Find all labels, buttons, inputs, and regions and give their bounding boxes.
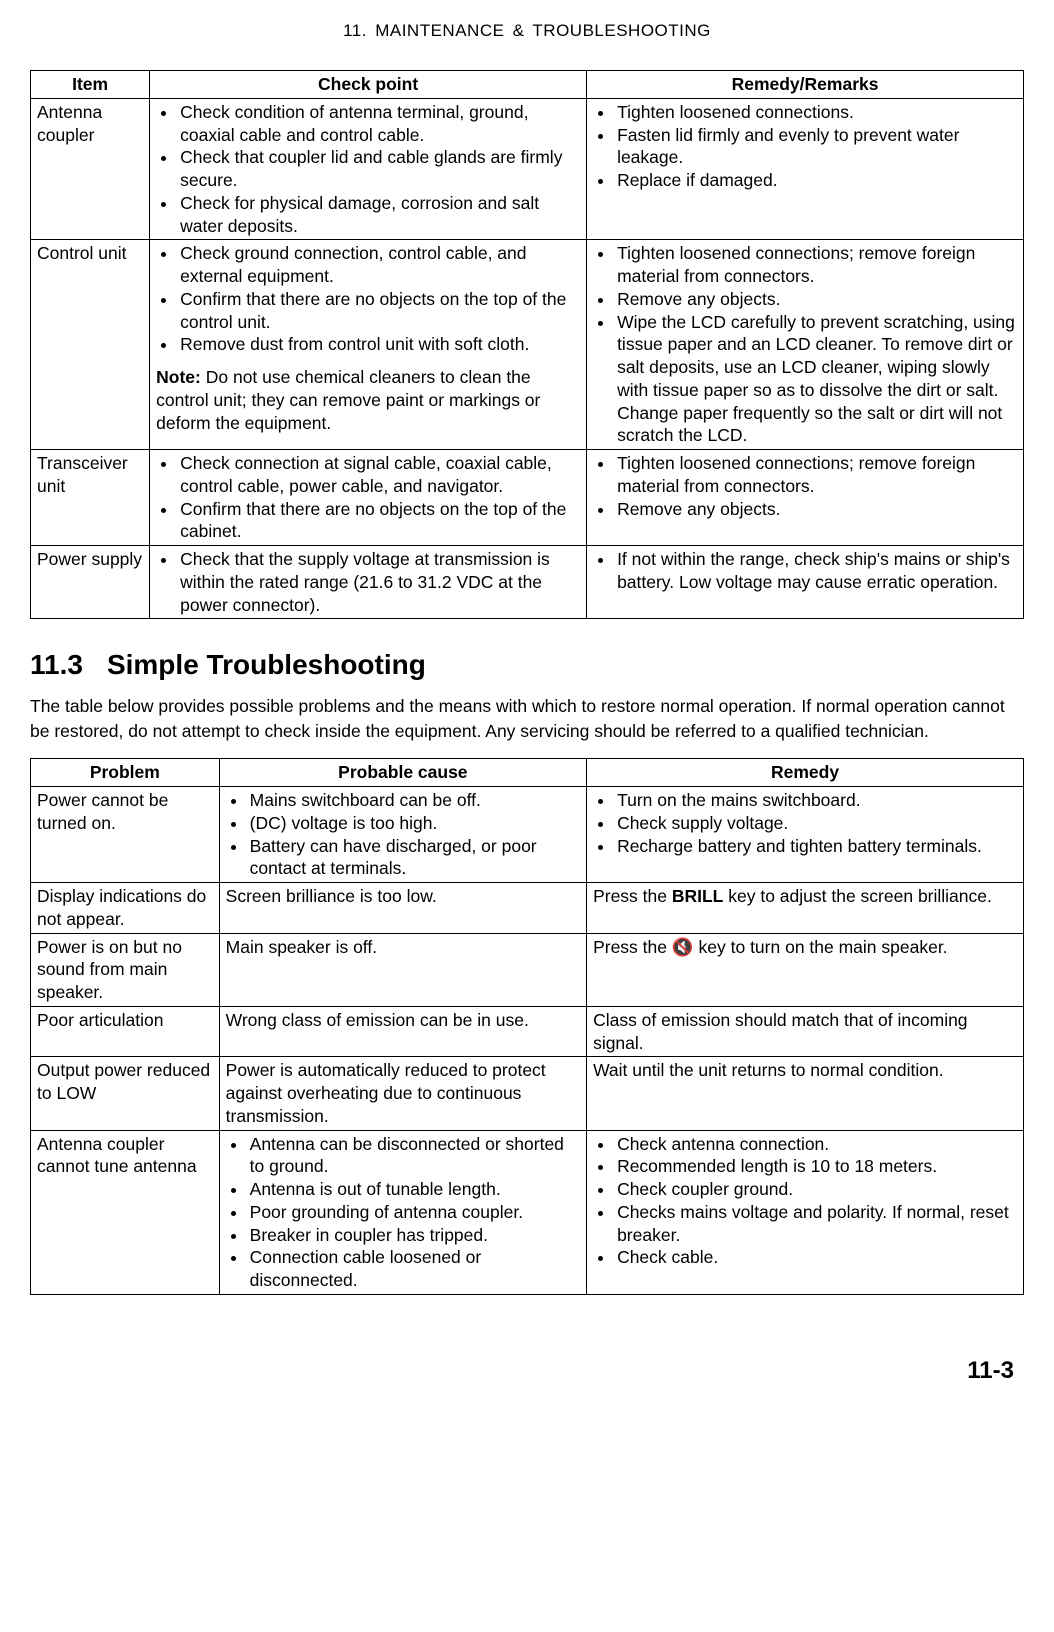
remedy-cell: Check antenna connection. Recommended le…: [587, 1130, 1024, 1294]
check-cell: Check connection at signal cable, coaxia…: [150, 450, 587, 546]
speaker-mute-icon: 🔇: [672, 937, 694, 957]
list-item: Check cable.: [615, 1246, 1017, 1269]
col-header-remedy: Remedy: [587, 759, 1024, 787]
list-item: Breaker in coupler has tripped.: [248, 1224, 580, 1247]
item-cell: Power supply: [31, 546, 150, 619]
check-cell: Check condition of antenna terminal, gro…: [150, 98, 587, 240]
cause-cell: Power is automatically reduced to protec…: [219, 1057, 586, 1130]
remedy-cell: Class of emission should match that of i…: [587, 1006, 1024, 1057]
maintenance-check-table: Item Check point Remedy/Remarks Antenna …: [30, 70, 1024, 619]
list-item: Remove any objects.: [615, 288, 1017, 311]
col-header-check: Check point: [150, 71, 587, 99]
troubleshooting-table: Problem Probable cause Remedy Power cann…: [30, 758, 1024, 1295]
section-number: 11.3: [30, 647, 83, 683]
section-intro: The table below provides possible proble…: [30, 694, 1024, 745]
col-header-problem: Problem: [31, 759, 220, 787]
table-row: Transceiver unit Check connection at sig…: [31, 450, 1024, 546]
table-row: Control unit Check ground connection, co…: [31, 240, 1024, 450]
list-item: Recharge battery and tighten battery ter…: [615, 835, 1017, 858]
col-header-item: Item: [31, 71, 150, 99]
list-item: Remove any objects.: [615, 498, 1017, 521]
list-item: Check coupler ground.: [615, 1178, 1017, 1201]
list-item: Fasten lid firmly and evenly to prevent …: [615, 124, 1017, 170]
cause-cell: Wrong class of emission can be in use.: [219, 1006, 586, 1057]
problem-cell: Display indications do not appear.: [31, 883, 220, 934]
brill-key-label: BRILL: [672, 886, 724, 906]
list-item: Battery can have discharged, or poor con…: [248, 835, 580, 881]
table-header-row: Problem Probable cause Remedy: [31, 759, 1024, 787]
remedy-text-pre: Press the: [593, 937, 672, 957]
page-number: 11-3: [30, 1355, 1024, 1386]
page-header: 11. MAINTENANCE & TROUBLESHOOTING: [30, 20, 1024, 42]
list-item: Check connection at signal cable, coaxia…: [178, 452, 580, 498]
list-item: Confirm that there are no objects on the…: [178, 288, 580, 334]
list-item: Checks mains voltage and polarity. If no…: [615, 1201, 1017, 1247]
list-item: Tighten loosened connections; remove for…: [615, 452, 1017, 498]
section-title: Simple Troubleshooting: [107, 649, 426, 680]
list-item: Poor grounding of antenna coupler.: [248, 1201, 580, 1224]
remedy-cell: Press the BRILL key to adjust the screen…: [587, 883, 1024, 934]
list-item: Recommended length is 10 to 18 meters.: [615, 1155, 1017, 1178]
list-item: Tighten loosened connections.: [615, 101, 1017, 124]
col-header-remedy: Remedy/Remarks: [587, 71, 1024, 99]
list-item: Replace if damaged.: [615, 169, 1017, 192]
list-item: Check for physical damage, corrosion and…: [178, 192, 580, 238]
table-row: Poor articulation Wrong class of emissio…: [31, 1006, 1024, 1057]
item-cell: Transceiver unit: [31, 450, 150, 546]
list-item: If not within the range, check ship's ma…: [615, 548, 1017, 594]
check-cell: Check ground connection, control cable, …: [150, 240, 587, 450]
list-item: Check antenna connection.: [615, 1133, 1017, 1156]
list-item: Check supply voltage.: [615, 812, 1017, 835]
item-cell: Control unit: [31, 240, 150, 450]
remedy-text-pre: Press the: [593, 886, 672, 906]
table-row: Antenna coupler Check condition of anten…: [31, 98, 1024, 240]
remedy-text-post: key to turn on the main speaker.: [694, 937, 948, 957]
section-heading: 11.3 Simple Troubleshooting: [30, 647, 1024, 683]
table-header-row: Item Check point Remedy/Remarks: [31, 71, 1024, 99]
table-row: Power is on but no sound from main speak…: [31, 933, 1024, 1006]
remedy-cell: Wait until the unit returns to normal co…: [587, 1057, 1024, 1130]
list-item: Check that the supply voltage at transmi…: [178, 548, 580, 616]
list-item: Mains switchboard can be off.: [248, 789, 580, 812]
remedy-cell: Tighten loosened connections. Fasten lid…: [587, 98, 1024, 240]
list-item: Antenna is out of tunable length.: [248, 1178, 580, 1201]
remedy-cell: Tighten loosened connections; remove for…: [587, 240, 1024, 450]
item-cell: Antenna coupler: [31, 98, 150, 240]
list-item: Wipe the LCD carefully to prevent scratc…: [615, 311, 1017, 448]
list-item: Tighten loosened connections; remove for…: [615, 242, 1017, 288]
remedy-cell: Tighten loosened connections; remove for…: [587, 450, 1024, 546]
list-item: Check that coupler lid and cable glands …: [178, 146, 580, 192]
list-item: Confirm that there are no objects on the…: [178, 498, 580, 544]
remedy-cell: Press the 🔇 key to turn on the main spea…: [587, 933, 1024, 1006]
remedy-cell: If not within the range, check ship's ma…: [587, 546, 1024, 619]
problem-cell: Power cannot be turned on.: [31, 787, 220, 883]
remedy-text-post: key to adjust the screen brilliance.: [723, 886, 991, 906]
table-row: Output power reduced to LOW Power is aut…: [31, 1057, 1024, 1130]
problem-cell: Power is on but no sound from main speak…: [31, 933, 220, 1006]
list-item: (DC) voltage is too high.: [248, 812, 580, 835]
remedy-cell: Turn on the mains switchboard. Check sup…: [587, 787, 1024, 883]
cause-cell: Antenna can be disconnected or shorted t…: [219, 1130, 586, 1294]
table-row: Display indications do not appear. Scree…: [31, 883, 1024, 934]
cause-cell: Mains switchboard can be off. (DC) volta…: [219, 787, 586, 883]
list-item: Check ground connection, control cable, …: [178, 242, 580, 288]
note-label: Note:: [156, 367, 201, 387]
table-row: Power cannot be turned on. Mains switchb…: [31, 787, 1024, 883]
list-item: Turn on the mains switchboard.: [615, 789, 1017, 812]
note-paragraph: Note: Do not use chemical cleaners to cl…: [156, 366, 580, 434]
list-item: Antenna can be disconnected or shorted t…: [248, 1133, 580, 1179]
cause-cell: Screen brilliance is too low.: [219, 883, 586, 934]
problem-cell: Antenna coupler cannot tune antenna: [31, 1130, 220, 1294]
problem-cell: Poor articulation: [31, 1006, 220, 1057]
check-cell: Check that the supply voltage at transmi…: [150, 546, 587, 619]
col-header-cause: Probable cause: [219, 759, 586, 787]
problem-cell: Output power reduced to LOW: [31, 1057, 220, 1130]
cause-cell: Main speaker is off.: [219, 933, 586, 1006]
table-row: Power supply Check that the supply volta…: [31, 546, 1024, 619]
note-text: Do not use chemical cleaners to clean th…: [156, 367, 540, 433]
table-row: Antenna coupler cannot tune antenna Ante…: [31, 1130, 1024, 1294]
list-item: Remove dust from control unit with soft …: [178, 333, 580, 356]
list-item: Check condition of antenna terminal, gro…: [178, 101, 580, 147]
list-item: Connection cable loosened or disconnecte…: [248, 1246, 580, 1292]
